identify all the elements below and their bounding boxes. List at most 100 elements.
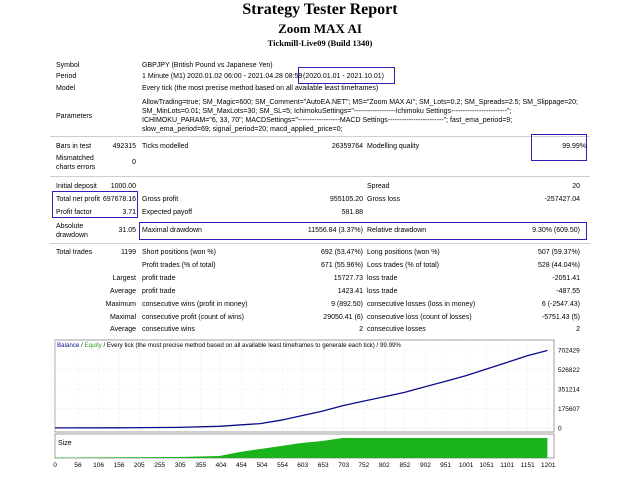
balance-series-line bbox=[54, 349, 548, 429]
mismatch-value: 0 bbox=[132, 159, 136, 166]
short-label: Short positions (won %) bbox=[142, 249, 216, 256]
parameters-line-4: slow_ema_period=69; signal_period=20; ma… bbox=[142, 126, 343, 133]
drawdown-highlight-box bbox=[139, 222, 587, 240]
mismatch-label-1: Mismatched bbox=[56, 155, 94, 162]
rel-dd-label: Relative drawdown bbox=[367, 227, 427, 234]
server-build: Tickmill-Live09 (Build 1340) bbox=[267, 38, 373, 48]
report-title: Strategy Tester Report bbox=[242, 1, 398, 18]
largest-label: Largest bbox=[112, 275, 136, 282]
size-series-area bbox=[55, 438, 548, 458]
x-tick-label: 0 bbox=[53, 462, 57, 469]
report-subtitle: Zoom MAX AI bbox=[278, 21, 362, 36]
y-tick-label: 526822 bbox=[558, 367, 580, 374]
x-tick-label: 752 bbox=[358, 462, 369, 469]
x-tick-label: 1001 bbox=[459, 462, 474, 469]
maximal-cons-loss-label: consecutive loss (count of losses) bbox=[367, 314, 472, 321]
balance-chart: Size Balance / Equity / Every tick (the … bbox=[53, 339, 580, 469]
maximal-cons-profit-value: 29050.41 (6) bbox=[323, 314, 363, 321]
average-profit-value: 1423.41 bbox=[337, 288, 363, 295]
max-dd-label: Maximal drawdown bbox=[142, 227, 202, 234]
x-tick-label: 404 bbox=[215, 462, 226, 469]
period-highlight-box bbox=[298, 67, 395, 84]
period-label: Period bbox=[56, 73, 77, 80]
x-tick-label: 603 bbox=[297, 462, 308, 469]
x-tick-label: 504 bbox=[257, 462, 268, 469]
avg-cons-wins-value: 2 bbox=[359, 326, 363, 333]
avg-cons-losses-value: 2 bbox=[576, 326, 580, 333]
separator bbox=[50, 243, 590, 244]
net-profit-label: Total net profit bbox=[56, 196, 100, 203]
maximal-label: Maximal bbox=[109, 314, 136, 321]
maximal-cons-profit-label: consecutive profit (count of wins) bbox=[142, 314, 244, 321]
y-tick-label: 0 bbox=[558, 426, 562, 433]
model-label: Model bbox=[56, 85, 76, 92]
loss-trades-value: 528 (44.04%) bbox=[537, 262, 580, 269]
average-profit-label: profit trade bbox=[142, 288, 176, 295]
avg-cons-losses-label: consecutive losses bbox=[367, 326, 426, 333]
x-tick-label: 56 bbox=[74, 462, 82, 469]
parameters-line-3: ICHIMOKU_PARAM="6, 33, 70"; MACDSettings… bbox=[142, 117, 513, 124]
profit-factor-label: Profit factor bbox=[56, 209, 92, 216]
x-tick-label: 703 bbox=[338, 462, 349, 469]
bars-label: Bars in test bbox=[56, 143, 92, 150]
x-tick-label: 1151 bbox=[521, 462, 535, 469]
loss-trades-label: Loss trades (% of total) bbox=[367, 262, 439, 269]
abs-dd-label-2: drawdown bbox=[56, 232, 88, 239]
deposit-value: 1000.00 bbox=[110, 183, 136, 190]
period-value: 1 Minute (M1) 2020.01.02 06:00 - 2021.04… bbox=[142, 73, 303, 80]
expected-payoff-label: Expected payoff bbox=[142, 209, 193, 216]
profit-trades-label: Profit trades (% of total) bbox=[142, 262, 216, 269]
max-cons-losses-label: consecutive losses (loss in money) bbox=[367, 301, 476, 308]
avg-cons-wins-label: consecutive wins bbox=[142, 326, 195, 333]
largest-loss-value: -2051.41 bbox=[552, 275, 580, 282]
legend-rest: / Every tick (the most precise method ba… bbox=[102, 342, 402, 349]
abs-dd-value: 31.05 bbox=[118, 227, 136, 234]
chart-legend: Balance / Equity / Every tick (the most … bbox=[57, 342, 401, 349]
rel-dd-value: 9.30% (609.50) bbox=[532, 227, 580, 234]
maximum-label: Maximum bbox=[105, 301, 136, 308]
net-profit-value: 697678.16 bbox=[102, 196, 136, 203]
gross-profit-value: 955105.20 bbox=[329, 196, 363, 203]
period-highlight: (2020.01.01 - 2021.10.01) bbox=[303, 73, 384, 80]
y-tick-label: 351214 bbox=[558, 387, 580, 394]
bars-value: 492315 bbox=[112, 143, 136, 150]
short-value: 692 (53.47%) bbox=[320, 249, 363, 256]
parameters-line-1: AllowTrading=true; SM_Magic=600; SM_Comm… bbox=[142, 99, 578, 106]
symbol-label: Symbol bbox=[56, 62, 80, 69]
gross-profit-label: Gross profit bbox=[142, 196, 179, 203]
legend-balance: Balance bbox=[57, 342, 80, 349]
x-tick-label: 902 bbox=[420, 462, 431, 469]
gross-loss-label: Gross loss bbox=[367, 196, 401, 203]
average-loss-value: -487.55 bbox=[556, 288, 580, 295]
x-tick-label: 1101 bbox=[500, 462, 514, 469]
largest-profit-value: 15727.73 bbox=[333, 275, 363, 282]
max-dd-value: 11556.84 (3.37%) bbox=[307, 227, 363, 234]
largest-loss-label: loss trade bbox=[367, 275, 398, 282]
profit-trades-value: 671 (55.96%) bbox=[320, 262, 363, 269]
max-cons-wins-label: consecutive wins (profit in money) bbox=[142, 301, 248, 308]
deposit-label: Initial deposit bbox=[56, 183, 97, 190]
x-tick-label: 554 bbox=[277, 462, 288, 469]
x-tick-labels: 0 56 106 156 205 255 305 355 404 454 504 554 603 653 7… bbox=[53, 462, 556, 469]
total-trades-label: Total trades bbox=[56, 249, 93, 256]
x-tick-label: 156 bbox=[114, 462, 125, 469]
parameters-label: Parameters bbox=[56, 113, 93, 120]
symbol-value: GBPJPY (British Pound vs Japanese Yen) bbox=[142, 62, 273, 69]
max-cons-wins-value: 9 (892.50) bbox=[331, 301, 363, 308]
profit-factor-value: 3.71 bbox=[122, 209, 136, 216]
largest-profit-label: profit trade bbox=[142, 275, 176, 282]
quality-highlight-box bbox=[531, 134, 587, 161]
long-label: Long positions (won %) bbox=[367, 249, 440, 256]
average-loss-label: loss trade bbox=[367, 288, 398, 295]
ticks-value: 26359764 bbox=[331, 143, 363, 150]
mismatch-label-2: charts errors bbox=[56, 164, 96, 171]
parameters-line-2: SM_MinLots=0.01; SM_MaxLots=30; SM_SL=5;… bbox=[142, 108, 512, 115]
x-tick-label: 454 bbox=[236, 462, 247, 469]
spread-label: Spread bbox=[367, 183, 390, 190]
gross-loss-value: -257427.04 bbox=[544, 196, 580, 203]
ticks-label: Ticks modelled bbox=[142, 143, 189, 150]
separator bbox=[50, 176, 590, 177]
average2-label: Average bbox=[110, 326, 136, 333]
x-tick-label: 106 bbox=[93, 462, 104, 469]
x-tick-label: 852 bbox=[399, 462, 410, 469]
